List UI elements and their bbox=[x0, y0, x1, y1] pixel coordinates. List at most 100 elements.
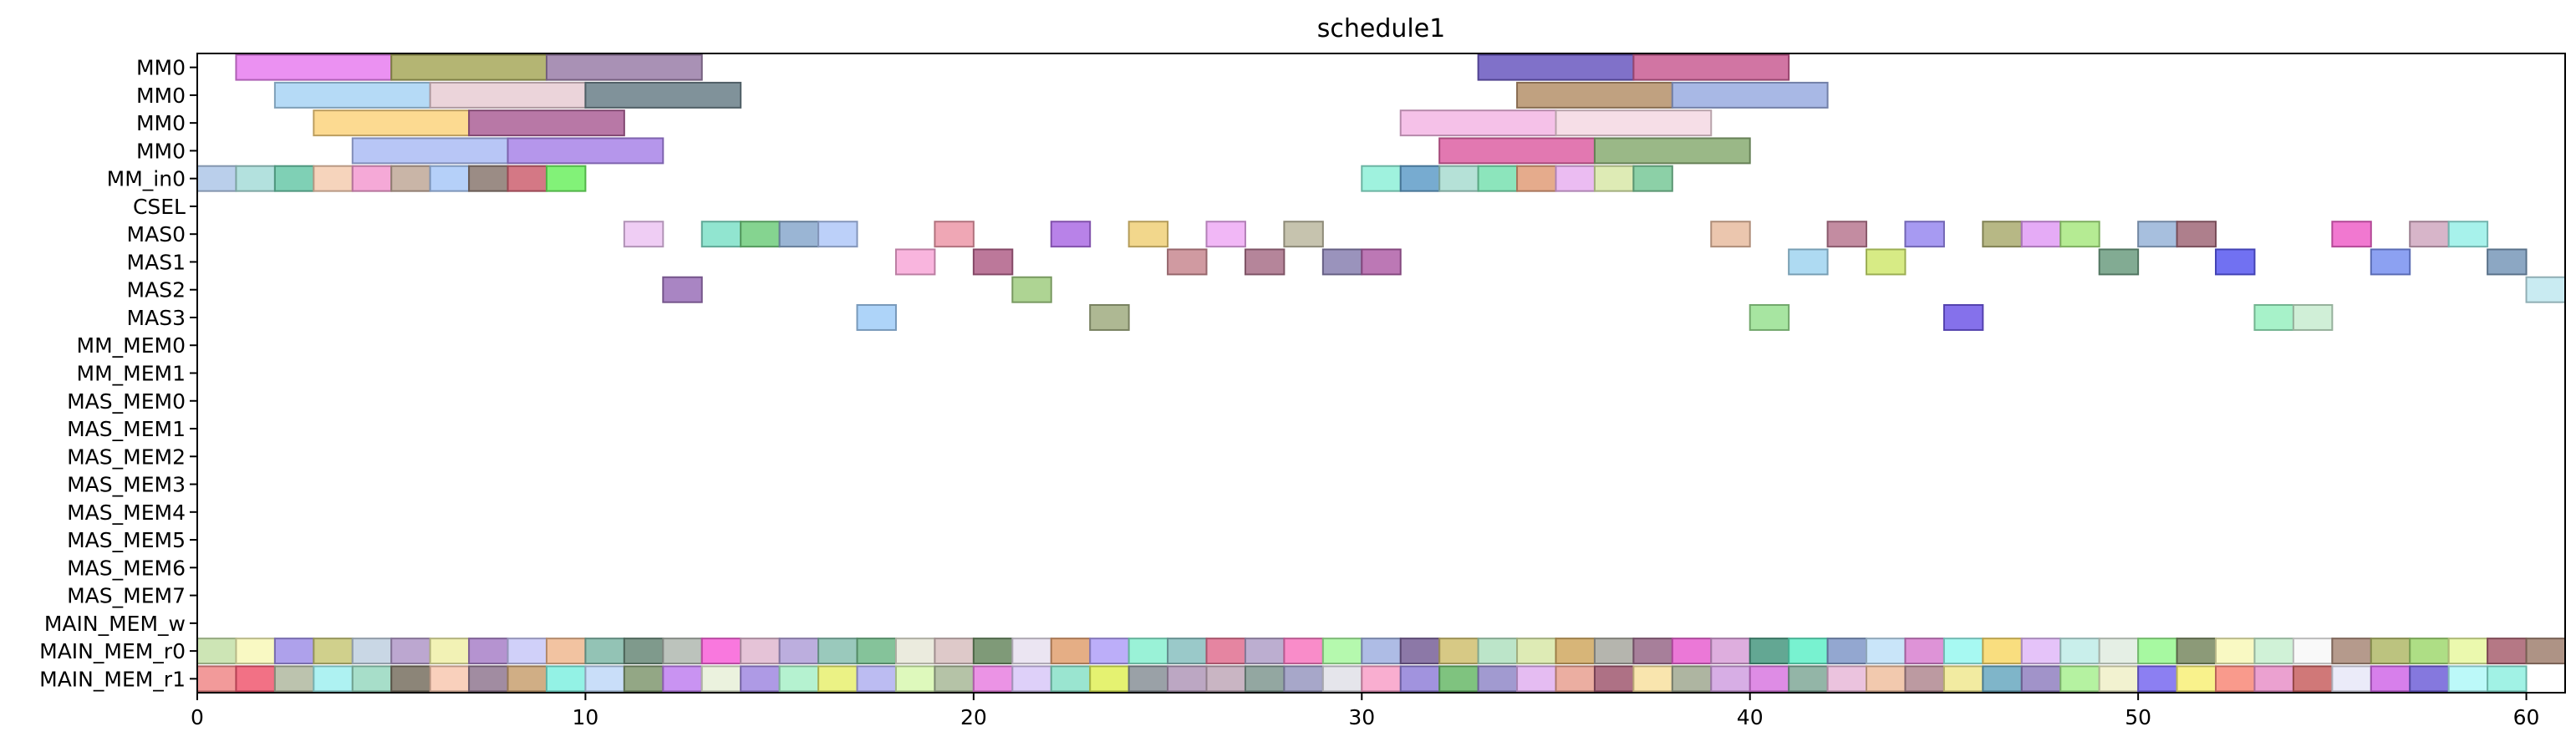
main-mem-r0-bar bbox=[1244, 638, 1285, 665]
main-mem-r0-bar bbox=[545, 638, 587, 665]
y-tick-label: MAS3 bbox=[127, 306, 186, 330]
task-bar bbox=[273, 81, 431, 109]
task-bar bbox=[2447, 221, 2489, 248]
task-bar bbox=[468, 109, 625, 137]
task-bar bbox=[507, 165, 547, 192]
main-mem-r1-bar bbox=[700, 665, 742, 693]
main-mem-r1-bar bbox=[390, 665, 431, 693]
task-bar bbox=[1632, 165, 1673, 192]
main-mem-r0-bar bbox=[2253, 638, 2294, 665]
main-mem-r1-bar bbox=[2292, 665, 2334, 693]
task-bar bbox=[662, 276, 703, 303]
main-mem-r1-bar bbox=[2020, 665, 2062, 693]
main-mem-r1-bar bbox=[313, 665, 354, 693]
main-mem-r1-bar bbox=[1128, 665, 1169, 693]
task-bar bbox=[972, 248, 1014, 276]
main-mem-r0-bar bbox=[273, 638, 315, 665]
task-bar bbox=[1361, 248, 1402, 276]
task-bar bbox=[1904, 221, 1945, 248]
main-mem-r0-bar bbox=[1011, 638, 1052, 665]
main-mem-r1-bar bbox=[468, 665, 509, 693]
task-bar bbox=[390, 53, 547, 81]
main-mem-r0-bar bbox=[1826, 638, 1868, 665]
task-bar bbox=[1826, 221, 1868, 248]
main-mem-r0-bar bbox=[856, 638, 897, 665]
y-tick-label: MAS_MEM6 bbox=[67, 556, 186, 580]
x-tick-label: 10 bbox=[573, 705, 599, 729]
task-bar bbox=[2059, 221, 2100, 248]
main-mem-r1-bar bbox=[894, 665, 936, 693]
task-bar bbox=[1050, 221, 1092, 248]
y-tick-label: MM0 bbox=[136, 139, 186, 163]
task-bar bbox=[2292, 304, 2334, 331]
main-mem-r0-bar bbox=[1283, 638, 1324, 665]
main-mem-r1-bar bbox=[429, 665, 471, 693]
main-mem-r1-bar bbox=[1826, 665, 1868, 693]
task-bar bbox=[468, 165, 509, 192]
main-mem-r0-bar bbox=[623, 638, 664, 665]
task-bar bbox=[313, 165, 354, 192]
task-bar bbox=[2137, 221, 2178, 248]
task-bar bbox=[1516, 165, 1557, 192]
task-bar bbox=[1399, 109, 1557, 137]
task-bar bbox=[235, 53, 393, 81]
main-mem-r0-bar bbox=[390, 638, 431, 665]
main-mem-r0-bar bbox=[934, 638, 975, 665]
main-mem-r1-bar bbox=[817, 665, 858, 693]
task-bar bbox=[313, 109, 471, 137]
y-tick-label: MAS_MEM1 bbox=[67, 417, 186, 441]
y-tick-label: MAIN_MEM_r1 bbox=[39, 667, 186, 691]
main-mem-r1-bar bbox=[1904, 665, 1945, 693]
main-mem-r1-bar bbox=[235, 665, 276, 693]
main-mem-r1-bar bbox=[1788, 665, 1829, 693]
main-mem-r0-bar bbox=[2292, 638, 2334, 665]
main-mem-r0-bar bbox=[235, 638, 276, 665]
main-mem-r1-bar bbox=[1321, 665, 1363, 693]
task-bar bbox=[545, 165, 587, 192]
x-tick-label: 30 bbox=[1348, 705, 1375, 729]
main-mem-r1-bar bbox=[1593, 665, 1635, 693]
main-mem-r0-bar bbox=[313, 638, 354, 665]
main-mem-r0-bar bbox=[894, 638, 936, 665]
main-mem-r0-bar bbox=[1671, 638, 1713, 665]
chart-title: schedule1 bbox=[1317, 14, 1446, 43]
plot-frame bbox=[196, 53, 2566, 694]
x-tick-label: 50 bbox=[2125, 705, 2151, 729]
main-mem-r1-bar bbox=[2409, 665, 2450, 693]
task-bar bbox=[1516, 81, 1673, 109]
task-bar bbox=[1477, 53, 1635, 81]
task-bar bbox=[2215, 248, 2256, 276]
task-bar bbox=[1438, 165, 1479, 192]
y-tick-label: MAS1 bbox=[127, 250, 186, 274]
main-mem-r1-bar bbox=[2137, 665, 2178, 693]
task-bar bbox=[1710, 221, 1751, 248]
main-mem-r1-bar bbox=[1671, 665, 1713, 693]
task-bar bbox=[1244, 248, 1285, 276]
task-bar bbox=[2409, 221, 2450, 248]
task-bar bbox=[1749, 304, 1790, 331]
y-tick-label: MAS_MEM3 bbox=[67, 473, 186, 497]
main-mem-r0-bar bbox=[1749, 638, 1790, 665]
task-bar bbox=[1866, 248, 1907, 276]
task-bar bbox=[390, 165, 431, 192]
main-mem-r0-bar bbox=[740, 638, 781, 665]
main-mem-r0-bar bbox=[1710, 638, 1751, 665]
main-mem-r0-bar bbox=[817, 638, 858, 665]
main-mem-r1-bar bbox=[1438, 665, 1479, 693]
main-mem-r1-bar bbox=[1399, 665, 1441, 693]
y-tick-label: MM0 bbox=[136, 56, 186, 80]
y-tick-label: MAS0 bbox=[127, 222, 186, 246]
main-mem-r0-bar bbox=[1788, 638, 1829, 665]
task-bar bbox=[778, 221, 820, 248]
main-mem-r0-bar bbox=[429, 638, 471, 665]
task-bar bbox=[623, 221, 664, 248]
main-mem-r0-bar bbox=[1982, 638, 2023, 665]
y-tick-label: MAIN_MEM_w bbox=[44, 612, 186, 636]
main-mem-r0-bar bbox=[1089, 638, 1130, 665]
task-bar bbox=[2331, 221, 2372, 248]
task-bars bbox=[196, 53, 2566, 693]
main-mem-r0-bar bbox=[2370, 638, 2411, 665]
task-bar bbox=[1477, 165, 1519, 192]
task-bar bbox=[1942, 304, 1984, 331]
main-mem-r0-bar bbox=[2020, 638, 2062, 665]
